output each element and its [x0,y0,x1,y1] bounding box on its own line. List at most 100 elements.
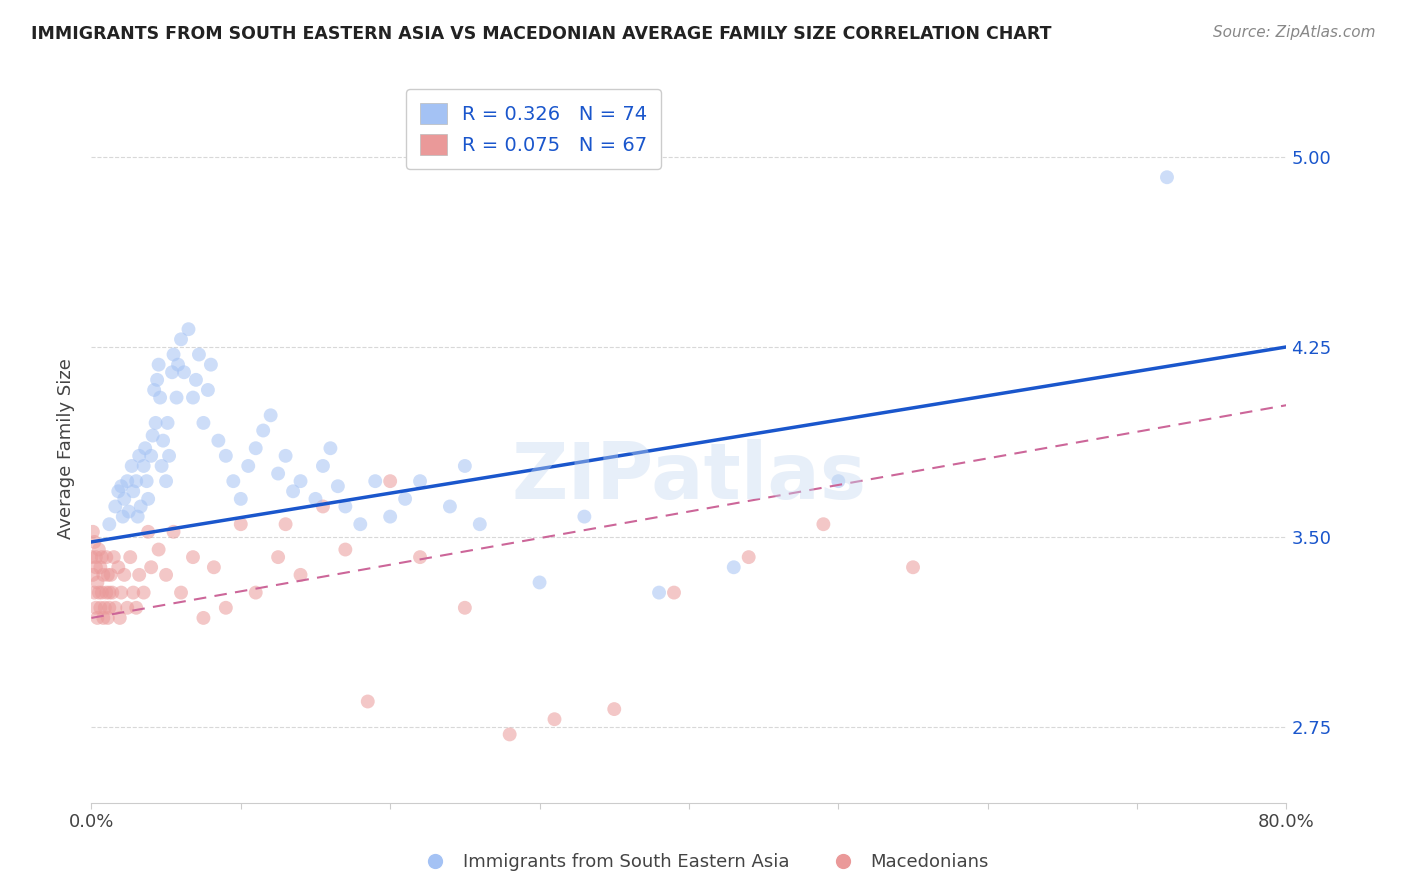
Point [409,550,432,565]
Point [245,442,267,455]
Point [181,550,204,565]
Point [380,509,402,524]
Point [167,358,190,372]
Point [181,391,204,405]
Point [155,567,177,582]
Point [93,567,115,582]
Point [901,560,924,574]
Point [648,585,671,599]
Point [141,560,163,574]
Text: Source: ZipAtlas.com: Source: ZipAtlas.com [1212,25,1375,40]
Point [259,409,281,423]
Point [215,449,238,463]
Point [215,600,238,615]
Point [84,600,107,615]
Point [121,458,143,473]
Point [120,550,142,565]
Point [125,474,148,488]
Point [380,474,402,488]
Point [281,484,304,499]
Point [110,585,132,599]
Point [141,449,163,463]
Point [229,491,252,506]
Point [112,491,135,506]
Point [468,517,491,532]
Point [122,585,145,599]
Point [87,542,110,557]
Point [96,550,118,565]
Point [349,517,371,532]
Point [574,509,596,524]
Point [128,449,150,463]
Point [197,383,219,397]
Point [813,517,835,532]
Point [364,474,387,488]
Point [252,424,274,438]
Point [132,585,155,599]
Point [136,524,159,539]
Point [129,500,152,514]
Point [122,484,145,499]
Point [170,585,193,599]
Point [499,727,522,741]
Point [188,347,211,361]
Point [170,332,193,346]
Point [87,585,110,599]
Point [319,442,342,455]
Point [127,509,149,524]
Point [150,458,173,473]
Point [128,567,150,582]
Point [134,442,156,455]
Point [173,365,195,379]
Point [98,585,121,599]
Point [166,391,188,405]
Point [96,585,118,599]
Point [104,600,127,615]
Point [737,550,759,565]
Point [142,428,165,442]
Point [86,575,108,590]
Point [409,474,432,488]
Point [267,467,290,481]
Point [100,567,122,582]
Point [83,535,105,549]
Point [90,585,112,599]
Point [94,600,117,615]
Point [326,479,349,493]
Point [115,600,138,615]
Point [177,322,200,336]
Point [118,504,141,518]
Point [312,458,335,473]
Point [193,611,215,625]
Point [229,517,252,532]
Point [83,585,105,599]
Y-axis label: Average Family Size: Average Family Size [56,358,75,539]
Point [86,611,108,625]
Point [98,600,121,615]
Point [529,575,551,590]
Text: IMMIGRANTS FROM SOUTH EASTERN ASIA VS MACEDONIAN AVERAGE FAMILY SIZE CORRELATION: IMMIGRANTS FROM SOUTH EASTERN ASIA VS MA… [31,25,1052,43]
Point [1156,170,1178,185]
Point [112,567,135,582]
Point [827,474,849,488]
Point [82,567,104,582]
Point [274,449,297,463]
Point [162,347,184,361]
Point [274,517,297,532]
Point [148,358,170,372]
Point [89,600,111,615]
Point [107,560,129,574]
Point [454,600,477,615]
Point [202,560,225,574]
Point [238,458,260,473]
Point [104,500,127,514]
Point [304,491,326,506]
Legend: Immigrants from South Eastern Asia, Macedonians: Immigrants from South Eastern Asia, Mace… [411,847,995,879]
Legend: R = 0.326   N = 74, R = 0.075   N = 67: R = 0.326 N = 74, R = 0.075 N = 67 [406,89,661,169]
Point [662,585,685,599]
Point [115,474,138,488]
Point [394,491,416,506]
Point [156,416,179,430]
Point [290,567,312,582]
Point [110,479,132,493]
